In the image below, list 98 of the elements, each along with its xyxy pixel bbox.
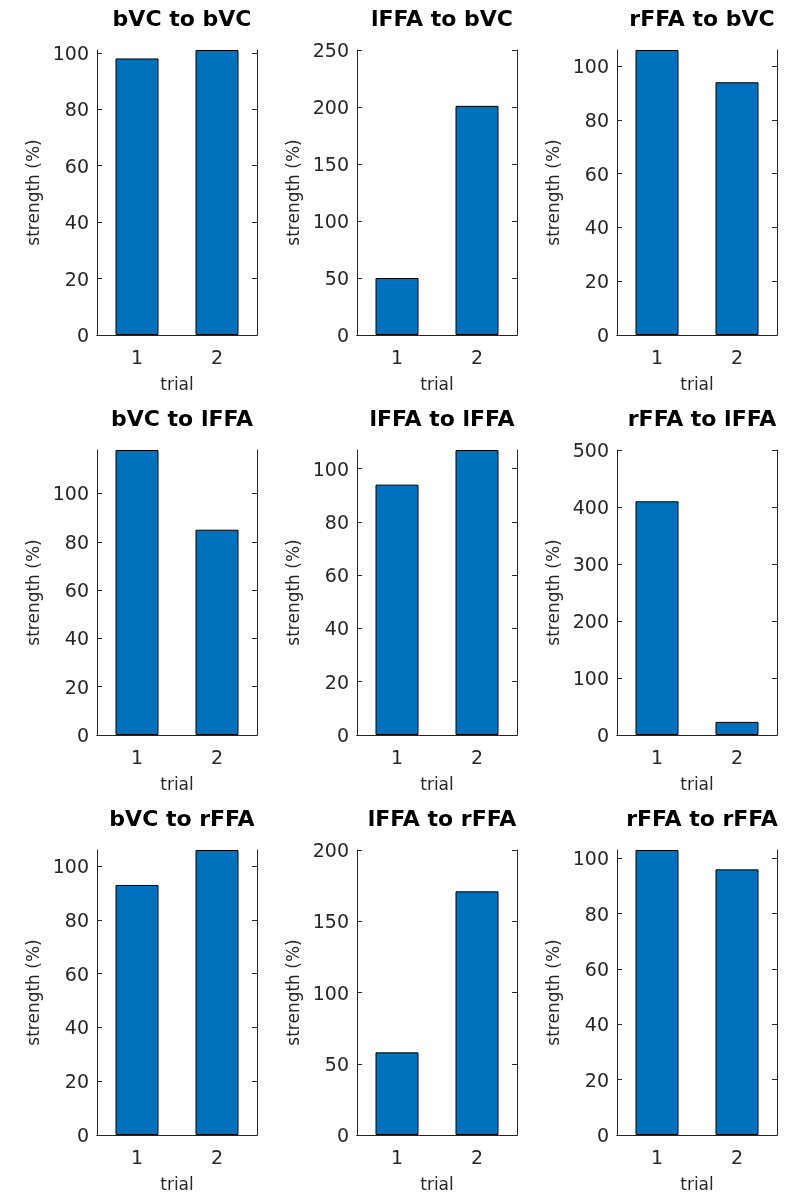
y-tick-label: 60: [64, 154, 89, 177]
y-axis-title: strength (%): [543, 539, 564, 646]
y-tick-label: 300: [572, 553, 609, 575]
y-tick-label: 100: [52, 855, 89, 878]
x-tick-label: 2: [730, 1145, 744, 1168]
x-axis-title: trial: [160, 373, 194, 394]
y-tick-label: 100: [312, 981, 349, 1004]
y-tick-label: 60: [64, 579, 89, 602]
y-axis-title: strength (%): [23, 139, 44, 246]
x-tick-label: 2: [470, 1145, 484, 1168]
y-tick-label: 100: [572, 847, 609, 870]
x-tick-label: 2: [730, 345, 744, 368]
x-axis-title: trial: [160, 1173, 194, 1194]
y-tick-label: 400: [572, 496, 609, 518]
y-tick-label: 100: [312, 457, 349, 480]
y-tick-label: 0: [336, 724, 349, 746]
y-tick-label: 40: [64, 627, 89, 650]
y-tick-label: 40: [64, 211, 89, 234]
x-axis-title: trial: [420, 1173, 454, 1194]
y-tick-label: 250: [312, 39, 349, 61]
chart-title: rFFA to lFFA: [627, 405, 777, 431]
y-tick-label: 60: [64, 962, 89, 985]
y-axis-title: strength (%): [543, 939, 564, 1046]
x-tick-label: 2: [470, 745, 484, 768]
y-tick-label: 20: [584, 1068, 609, 1091]
y-tick-label: 20: [64, 1070, 89, 1093]
y-tick-label: 0: [596, 324, 609, 346]
y-tick-label: 40: [584, 1013, 609, 1036]
y-tick-label: 200: [572, 610, 609, 632]
y-tick-label: 20: [64, 267, 89, 290]
x-tick-label: 2: [470, 345, 484, 368]
chart-title: rFFA to rFFA: [626, 805, 778, 831]
y-tick-label: 40: [64, 1016, 89, 1039]
x-tick-label: 1: [390, 1145, 404, 1168]
y-tick-label: 150: [312, 910, 349, 933]
chart-title: bVC to bVC: [112, 5, 252, 31]
chart-title: bVC to lFFA: [111, 405, 253, 431]
y-axis-title: strength (%): [23, 939, 44, 1046]
y-tick-label: 0: [596, 1124, 609, 1146]
x-axis-title: trial: [160, 773, 194, 794]
y-tick-label: 150: [312, 153, 349, 175]
y-tick-label: 100: [52, 41, 89, 64]
y-tick-label: 80: [584, 108, 609, 131]
x-tick-label: 1: [650, 745, 664, 768]
y-tick-label: 50: [324, 267, 349, 289]
y-tick-label: 80: [64, 908, 89, 931]
x-tick-label: 2: [210, 1145, 224, 1168]
y-tick-label: 0: [336, 1124, 349, 1146]
x-tick-label: 1: [650, 1145, 664, 1168]
y-tick-label: 60: [584, 957, 609, 980]
y-tick-label: 100: [52, 482, 89, 505]
chart-title: lFFA to bVC: [371, 5, 513, 31]
y-axis-title: strength (%): [283, 139, 304, 246]
y-axis-title: strength (%): [283, 939, 304, 1046]
y-tick-label: 200: [312, 839, 349, 861]
y-tick-label: 100: [572, 55, 609, 78]
y-tick-label: 40: [584, 216, 609, 239]
y-tick-label: 80: [64, 530, 89, 553]
y-tick-label: 0: [596, 724, 609, 746]
x-tick-label: 2: [730, 745, 744, 768]
y-tick-label: 100: [572, 667, 609, 689]
y-tick-label: 20: [584, 270, 609, 293]
x-axis-title: trial: [680, 773, 714, 794]
y-tick-label: 0: [76, 324, 89, 346]
y-tick-label: 20: [64, 675, 89, 698]
y-tick-label: 20: [324, 670, 349, 693]
x-tick-label: 1: [390, 345, 404, 368]
x-tick-label: 1: [650, 345, 664, 368]
x-tick-label: 2: [210, 745, 224, 768]
y-tick-label: 100: [312, 210, 349, 232]
y-tick-label: 80: [324, 510, 349, 533]
y-tick-label: 500: [572, 439, 609, 461]
x-tick-label: 1: [130, 745, 144, 768]
chart-title: lFFA to lFFA: [369, 405, 515, 431]
chart-title: lFFA to rFFA: [367, 805, 517, 831]
y-tick-label: 200: [312, 96, 349, 118]
y-tick-label: 60: [324, 564, 349, 587]
y-axis-title: strength (%): [283, 539, 304, 646]
y-tick-label: 0: [76, 1124, 89, 1146]
chart-title: bVC to rFFA: [109, 805, 255, 831]
x-axis-title: trial: [680, 1173, 714, 1194]
chart-title: rFFA to bVC: [629, 5, 775, 31]
x-tick-label: 2: [210, 345, 224, 368]
x-tick-label: 1: [130, 345, 144, 368]
y-axis-title: strength (%): [23, 539, 44, 646]
y-tick-label: 40: [324, 617, 349, 640]
y-tick-label: 80: [64, 98, 89, 121]
y-axis-title: strength (%): [543, 139, 564, 246]
x-axis-title: trial: [420, 373, 454, 394]
y-tick-label: 0: [76, 724, 89, 746]
x-axis-title: trial: [680, 373, 714, 394]
y-tick-label: 60: [584, 162, 609, 185]
x-tick-label: 1: [130, 1145, 144, 1168]
y-tick-label: 0: [336, 324, 349, 346]
x-tick-label: 1: [390, 745, 404, 768]
y-tick-label: 80: [584, 902, 609, 925]
y-tick-label: 50: [324, 1052, 349, 1075]
x-axis-title: trial: [420, 773, 454, 794]
